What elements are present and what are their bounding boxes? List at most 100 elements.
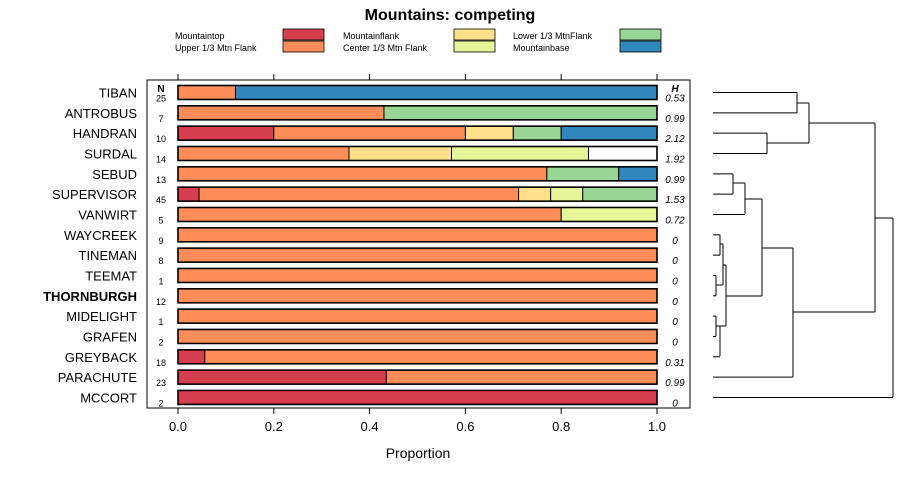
legend: Mountaintop Upper 1/3 Mtn Flank Mountainfl… (175, 28, 662, 53)
h-value-teemat: 0 (672, 276, 678, 287)
bar-outline-vanwirt (177, 206, 658, 223)
row-label-surdal: SURDAL (84, 146, 137, 161)
legend-label-mountainflank: Mountainflank (343, 31, 400, 41)
row-midelight: MIDELIGHT 1 0 (66, 308, 678, 328)
bar-outline-grafen (177, 328, 658, 345)
n-value-thornburgh: 12 (156, 297, 166, 307)
bar-outline-greyback (177, 348, 658, 365)
h-value-greyback: 0.31 (665, 358, 684, 369)
bar-outline-mccort (177, 389, 658, 406)
h-column-header: H (671, 84, 679, 95)
bar-outline-tineman (177, 247, 658, 263)
bar-outline-handran (177, 125, 658, 141)
n-value-grafen: 2 (158, 337, 163, 347)
bar-surdal-upper-1-3-mtn-flank (177, 145, 350, 161)
h-value-parachute: 0.99 (665, 378, 685, 389)
bar-outline-midelight (177, 308, 658, 324)
row-vanwirt: VANWIRT 5 0.72 (78, 206, 685, 226)
bar-surdal-center-1-3-mtn-flank (451, 145, 590, 161)
legend-swatch-center-1-3-mtn-flank (453, 40, 496, 53)
bar-thornburgh-upper-1-3-mtn-flank (177, 288, 658, 304)
bar-outline-parachute (177, 369, 658, 385)
x-tick-label: 0.4 (361, 419, 379, 434)
x-tick-label: 0.6 (456, 419, 474, 434)
legend-label-mountaintop: Mountaintop (175, 31, 225, 41)
bar-tiban-upper-1-3-mtn-flank (177, 85, 236, 100)
bar-sebud-lower-1-3-mtnflank (546, 166, 620, 182)
h-value-tineman: 0 (672, 256, 678, 267)
row-label-teemat: TEEMAT (85, 268, 137, 283)
row-grafen: GRAFEN 2 0 (83, 328, 678, 348)
legend-swatch-mountainbase (619, 40, 662, 53)
row-greyback: GREYBACK 18 0.31 (65, 348, 685, 369)
n-value-greyback: 18 (156, 358, 166, 368)
x-tick-label: 0.0 (169, 419, 187, 434)
bar-greyback-upper-1-3-mtn-flank (204, 349, 658, 365)
bar-waycreek-upper-1-3-mtn-flank (177, 227, 658, 243)
n-value-mccort: 2 (158, 398, 163, 408)
row-antrobus: ANTROBUS 7 0.99 (65, 105, 685, 125)
bar-handran-mountainbase (560, 125, 658, 141)
row-label-waycreek: WAYCREEK (64, 228, 137, 243)
row-label-tiban: TIBAN (99, 86, 137, 101)
bar-teemat-upper-1-3-mtn-flank (177, 267, 658, 283)
bar-outline-supervisor (177, 186, 658, 202)
bar-midelight-upper-1-3-mtn-flank (177, 308, 658, 324)
row-teemat: TEEMAT 1 0 (85, 267, 678, 287)
n-value-midelight: 1 (158, 317, 163, 327)
x-axis: 0.0 0.2 0.4 0.6 0.8 1.0 (169, 74, 666, 434)
n-column-header: N (157, 84, 164, 95)
bar-handran-upper-1-3-mtn-flank (273, 125, 466, 141)
x-tick-label: 0.8 (552, 419, 570, 434)
legend-swatch-mountainflank (453, 28, 496, 41)
bar-outline-antrobus (177, 105, 658, 121)
row-label-grafen: GRAFEN (83, 329, 137, 344)
bar-outline-tiban (177, 84, 658, 101)
h-value-antrobus: 0.99 (665, 114, 685, 125)
legend-swatch-lower-1-3-mtnflank (619, 28, 662, 41)
row-parachute: PARACHUTE 23 0.99 (58, 369, 685, 389)
bar-outline-waycreek (177, 227, 658, 243)
h-value-supervisor: 1.53 (665, 195, 685, 206)
bar-supervisor-center-1-3-mtn-flank (550, 186, 584, 202)
legend-swatch-upper-1-3-mtn-flank (282, 40, 325, 53)
row-label-antrobus: ANTROBUS (65, 106, 138, 121)
h-value-handran: 2.12 (664, 134, 685, 145)
h-value-surdal: 1.92 (665, 154, 685, 165)
bar-surdal-mountainflank (348, 145, 453, 161)
row-label-parachute: PARACHUTE (58, 370, 138, 385)
x-tick-label: 1.0 (648, 419, 666, 434)
row-label-vanwirt: VANWIRT (78, 207, 137, 222)
row-label-mccort: MCCORT (80, 390, 137, 405)
bar-antrobus-upper-1-3-mtn-flank (177, 105, 385, 121)
bar-supervisor-upper-1-3-mtn-flank (198, 186, 520, 202)
row-label-greyback: GREYBACK (65, 350, 138, 365)
bar-handran-lower-1-3-mtnflank (512, 125, 562, 141)
row-thornburgh: THORNBURGH 12 0 (43, 287, 678, 308)
bar-outline-teemat (177, 267, 658, 284)
legend-label-upper-1-3-mtn-flank: Upper 1/3 Mtn Flank (175, 43, 257, 53)
bar-tineman-upper-1-3-mtn-flank (177, 247, 658, 263)
row-supervisor: SUPERVISOR 45 1.53 (52, 186, 685, 206)
row-label-tineman: TINEMAN (79, 248, 138, 263)
n-value-vanwirt: 5 (158, 215, 163, 225)
n-value-surdal: 14 (156, 154, 166, 164)
bar-vanwirt-center-1-3-mtn-flank (560, 206, 658, 222)
h-value-mccort: 0 (672, 398, 678, 409)
n-value-antrobus: 7 (158, 114, 163, 124)
row-tineman: TINEMAN 8 0 (79, 247, 678, 267)
row-handran: HANDRAN 10 2.12 (73, 125, 685, 145)
h-value-sebud: 0.99 (665, 175, 685, 186)
n-value-teemat: 1 (158, 276, 163, 286)
bar-greyback-mountaintop (177, 349, 206, 365)
n-value-sebud: 13 (156, 175, 166, 185)
row-label-handran: HANDRAN (73, 126, 137, 141)
bar-parachute-upper-1-3-mtn-flank (385, 369, 658, 385)
row-label-midelight: MIDELIGHT (66, 309, 137, 324)
bar-outline-sebud (177, 166, 658, 182)
legend-label-center-1-3-mtn-flank: Center 1/3 Mtn Flank (343, 43, 428, 53)
chart-title: Mountains: competing (365, 7, 536, 24)
h-value-waycreek: 0 (672, 236, 678, 247)
legend-label-lower-1-3-mtnflank: Lower 1/3 MtnFlank (513, 31, 593, 41)
